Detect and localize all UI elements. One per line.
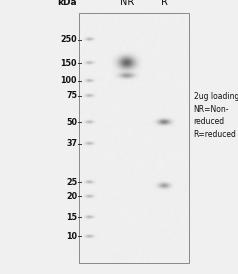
- Text: 25: 25: [66, 178, 77, 187]
- Text: kDa: kDa: [57, 0, 77, 7]
- Text: NR: NR: [120, 0, 134, 7]
- Text: 20: 20: [66, 192, 77, 201]
- Text: 37: 37: [66, 139, 77, 148]
- Text: 2ug loading
NR=Non-
reduced
R=reduced: 2ug loading NR=Non- reduced R=reduced: [194, 92, 238, 139]
- Text: 150: 150: [60, 59, 77, 68]
- Text: 75: 75: [66, 92, 77, 100]
- Text: 10: 10: [66, 232, 77, 241]
- Text: R: R: [161, 0, 168, 7]
- Bar: [79, 13, 189, 263]
- Text: 50: 50: [66, 118, 77, 127]
- Text: 100: 100: [60, 76, 77, 85]
- Text: 250: 250: [60, 35, 77, 44]
- Text: 15: 15: [66, 213, 77, 221]
